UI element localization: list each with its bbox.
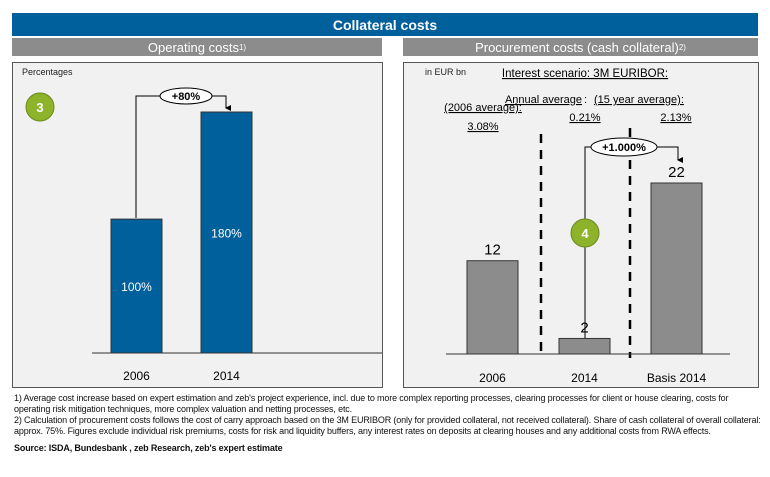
footer: 1) Average cost increase based on expert… bbox=[14, 393, 762, 454]
bar-2006 bbox=[110, 218, 163, 354]
category-label: Basis 2014 bbox=[647, 371, 707, 385]
category-label: 2014 bbox=[571, 371, 598, 385]
right-unit: in EUR bn bbox=[425, 67, 467, 77]
col3-label: (15 year average): bbox=[594, 94, 684, 106]
footnote-ref: 2) bbox=[678, 42, 686, 52]
bar-2014 bbox=[200, 111, 253, 354]
col1-label: (2006 average): bbox=[444, 102, 522, 114]
value-label: 12 bbox=[484, 242, 501, 259]
page-title: Collateral costs bbox=[12, 13, 758, 36]
right-header: Procurement costs (cash collateral) 2) bbox=[403, 38, 758, 56]
col2-value: 0.21% bbox=[569, 112, 600, 124]
right-header-text: Procurement costs (cash collateral) bbox=[475, 39, 679, 55]
left-panel bbox=[12, 62, 383, 388]
source-note: Source: ISDA, Bundesbank , zeb Research,… bbox=[14, 443, 283, 453]
right-change-label: +1.000% bbox=[602, 142, 646, 154]
category-label: 2006 bbox=[479, 371, 506, 385]
bar-2006 bbox=[466, 260, 519, 355]
left-unit: Percentages bbox=[22, 67, 73, 77]
footnote-1: 1) Average cost increase based on expert… bbox=[14, 393, 729, 414]
value-label: 180% bbox=[211, 227, 242, 241]
category-label: 2014 bbox=[213, 369, 240, 383]
left-change-ellipse bbox=[159, 87, 213, 105]
badge-4 bbox=[570, 218, 600, 248]
col2-label: Annual average bbox=[505, 94, 582, 106]
left-header: Operating costs 1) bbox=[12, 38, 382, 56]
badge-3 bbox=[25, 92, 55, 122]
footnote-ref: 1) bbox=[238, 42, 247, 52]
badge-4-label: 4 bbox=[581, 226, 589, 241]
scenario-title: Interest scenario: 3M EURIBOR: bbox=[502, 68, 668, 80]
left-change-label: +80% bbox=[172, 91, 201, 103]
category-label: 2006 bbox=[123, 369, 150, 383]
col1-value: 3.08% bbox=[467, 121, 498, 133]
badge-3-label: 3 bbox=[36, 100, 43, 115]
footnote-2: 2) Calculation of procurement costs foll… bbox=[14, 415, 761, 436]
bar-2014 bbox=[558, 337, 611, 355]
left-header-text: Operating costs bbox=[147, 39, 239, 55]
chart-svg: 100% 2006 180% 2014 +80% 3 Interest scenari… bbox=[25, 68, 730, 385]
value-label: 100% bbox=[121, 280, 152, 294]
colon: : bbox=[584, 94, 587, 106]
bar-basis-2014 bbox=[650, 182, 703, 355]
col3-value: 2.13% bbox=[660, 112, 691, 124]
value-label: 22 bbox=[668, 164, 685, 181]
right-change-ellipse bbox=[590, 137, 658, 157]
